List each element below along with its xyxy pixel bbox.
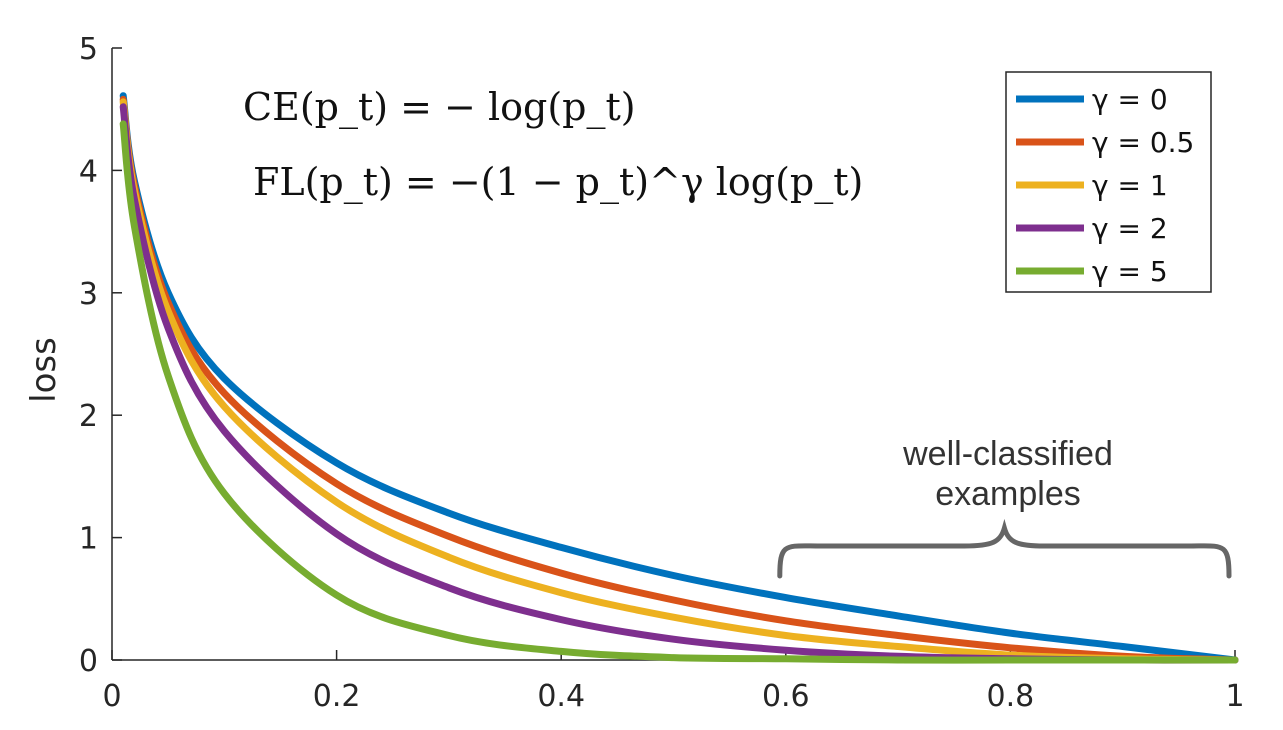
legend: γ = 0 γ = 0.5 γ = 1 γ = 2 γ = 5 [1005,71,1212,293]
series-line-4 [119,120,1239,664]
series-lines [119,92,1239,664]
x-tick-label: 0.2 [313,679,361,714]
axes: 0 0.2 0.4 0.6 0.8 1 0 1 2 3 4 5 [79,32,1245,714]
legend-label: γ = 0.5 [1092,126,1194,159]
curly-brace [777,518,1232,579]
x-tick-label: 0.6 [762,679,810,714]
annotation: well-classified examples [777,435,1232,579]
annotation-line2: examples [935,475,1081,513]
series-line-0 [119,92,1239,664]
x-tick-label: 0.8 [987,679,1035,714]
formula-block: CE(p_t) = − log(p_t) FL(p_t) = −(1 − p_t… [243,85,863,205]
legend-label: γ = 2 [1092,212,1168,245]
formula-ce: CE(p_t) = − log(p_t) [243,85,636,130]
y-tick-label: 3 [79,277,98,312]
legend-label: γ = 1 [1092,169,1168,202]
y-tick-label: 2 [79,399,98,434]
y-tick-label: 5 [79,32,98,67]
x-tick-label: 1 [1225,679,1244,714]
formula-fl: FL(p_t) = −(1 − p_t)^γ log(p_t) [253,160,863,205]
y-tick-label: 4 [79,154,98,189]
legend-label: γ = 0 [1092,83,1168,116]
y-tick-label: 1 [79,522,98,557]
legend-label: γ = 5 [1092,255,1168,288]
series-line-2 [119,98,1239,664]
x-tick-label: 0.4 [537,679,585,714]
x-tick-label: 0 [102,679,121,714]
y-tick-label: 0 [79,644,98,679]
y-axis-label: loss [24,337,64,403]
annotation-line1: well-classified [902,435,1113,473]
